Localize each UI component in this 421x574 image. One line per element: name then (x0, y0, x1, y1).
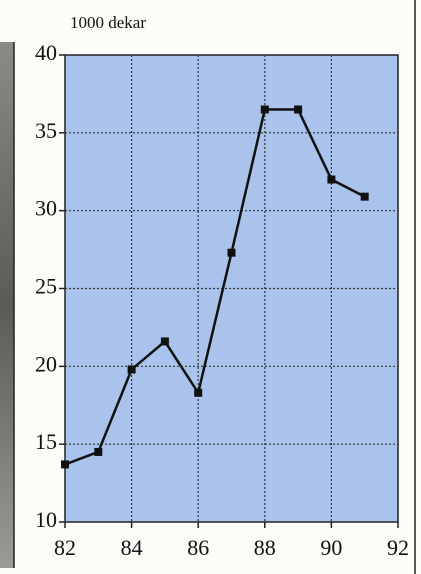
data-point (360, 192, 369, 201)
y-tick-label: 35 (35, 118, 57, 143)
y-tick-label: 20 (35, 351, 57, 376)
data-point (127, 365, 136, 374)
data-point (94, 447, 103, 456)
data-line (64, 108, 366, 466)
y-axis-label: 1000 dekar (70, 13, 146, 32)
y-tick-label: 10 (35, 507, 57, 532)
x-tick-label: 92 (387, 535, 409, 560)
x-tick-label: 90 (320, 535, 342, 560)
data-point (194, 388, 203, 397)
data-point (227, 248, 236, 257)
y-tick-label: 15 (35, 429, 57, 454)
y-tick-label: 30 (35, 196, 57, 221)
x-tick-label: 82 (54, 535, 76, 560)
y-tick-label: 40 (35, 40, 57, 65)
photo-strip (0, 42, 14, 568)
data-point (61, 460, 69, 469)
data-point (327, 175, 336, 184)
x-tick-label: 84 (121, 535, 143, 560)
x-tick-label: 88 (254, 535, 276, 560)
data-point (160, 337, 169, 346)
data-point (260, 105, 269, 114)
x-tick-label: 86 (187, 535, 209, 560)
y-tick-label: 25 (35, 274, 57, 299)
data-point (294, 105, 303, 114)
